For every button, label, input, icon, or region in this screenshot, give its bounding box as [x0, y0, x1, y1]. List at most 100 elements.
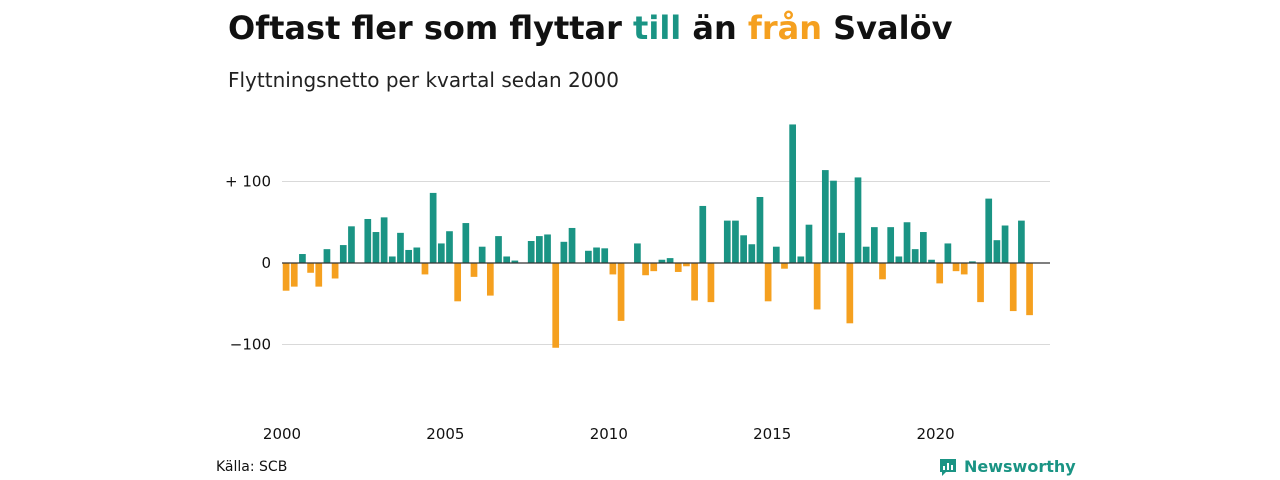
bar: [699, 205, 707, 263]
bar: [911, 249, 919, 263]
bar: [691, 263, 698, 301]
bar: [805, 224, 813, 263]
bar: [511, 260, 519, 263]
bar: [985, 198, 993, 263]
chart-title: Oftast fler som flyttar till än från Sva…: [228, 8, 952, 48]
grid-lines: [282, 181, 1050, 345]
x-tick-label: 2010: [590, 425, 628, 443]
bar: [936, 263, 944, 284]
bar: [764, 263, 772, 302]
bar: [748, 244, 756, 263]
bar: [870, 227, 878, 263]
bar: [887, 227, 895, 263]
bar: [969, 261, 976, 263]
bar: [397, 232, 404, 263]
bar: [772, 246, 780, 263]
source-note: Källa: SCB: [216, 459, 288, 475]
bars: [282, 124, 1033, 348]
bar: [282, 263, 290, 291]
bar: [732, 220, 739, 263]
bar: [666, 258, 674, 263]
bar: [650, 263, 658, 272]
x-tick-label: 2015: [753, 425, 791, 443]
bar: [854, 177, 862, 263]
bar: [895, 256, 903, 263]
bar: [1018, 220, 1025, 263]
brand-name: Newsworthy: [964, 457, 1076, 476]
bar: [944, 243, 952, 263]
bar: [348, 226, 355, 263]
bar: [478, 246, 486, 263]
bar: [634, 243, 641, 263]
bar: [821, 170, 829, 263]
bar: [462, 223, 470, 263]
bar: [380, 217, 388, 263]
bar: [560, 241, 568, 263]
bar: [536, 236, 543, 263]
x-axis-labels: 2000 2005 2010 2015 2020: [263, 425, 955, 443]
bar: [437, 243, 445, 263]
x-tick-label: 2005: [426, 425, 464, 443]
bar: [315, 263, 323, 287]
brand: Newsworthy: [938, 456, 1076, 478]
bar: [740, 235, 747, 263]
bar: [339, 245, 347, 263]
bar: [372, 232, 380, 263]
bar: [723, 220, 731, 263]
bar: [552, 263, 560, 348]
chart-subtitle: Flyttningsnetto per kvartal sedan 2000: [228, 68, 619, 92]
bar: [617, 263, 625, 321]
bar: [846, 263, 854, 324]
bar: [781, 263, 788, 269]
y-tick-label: + 100: [225, 173, 271, 191]
bar: [756, 196, 764, 263]
bar: [405, 249, 412, 263]
bar: [585, 250, 592, 263]
bar: [862, 246, 870, 263]
x-tick-label: 2020: [917, 425, 955, 443]
bar: [830, 180, 837, 263]
bar: [674, 263, 682, 272]
bar: [299, 254, 306, 263]
title-part-1: Oftast fler som flyttar: [228, 9, 634, 47]
y-tick-label: 0: [261, 254, 271, 272]
bar: [413, 247, 421, 263]
bar: [364, 218, 372, 263]
bar: [290, 263, 298, 287]
title-part-3: Svalöv: [821, 9, 953, 47]
bar: [609, 263, 617, 275]
bar: [797, 256, 805, 263]
bar: [486, 263, 494, 296]
bar: [307, 263, 314, 273]
bar: [454, 263, 462, 302]
newsworthy-logo-icon: [940, 459, 956, 476]
bar: [960, 263, 968, 275]
bar: [993, 240, 1001, 263]
bar: [544, 234, 551, 263]
bar: [977, 263, 984, 303]
bar: [331, 263, 339, 279]
bar: [813, 263, 821, 310]
x-tick-label: 2000: [263, 425, 301, 443]
bar: [470, 263, 478, 277]
bar: [838, 232, 846, 263]
bar: [421, 263, 429, 275]
bar: [1009, 263, 1017, 312]
title-part-2: än: [681, 9, 748, 47]
bar: [503, 256, 511, 263]
bar: [789, 124, 796, 263]
bar: [707, 263, 715, 303]
bar: [658, 259, 666, 263]
title-highlight-fran: från: [747, 9, 822, 47]
bar: [495, 236, 502, 263]
bar: [601, 248, 609, 263]
y-tick-label: −100: [230, 336, 271, 354]
bar: [568, 227, 576, 263]
bar: [1001, 225, 1009, 263]
bar: [1026, 263, 1033, 316]
y-axis-labels: + 100 0 −100: [225, 173, 271, 354]
bar: [952, 263, 960, 272]
bar: [928, 259, 935, 263]
bar: [920, 232, 927, 263]
